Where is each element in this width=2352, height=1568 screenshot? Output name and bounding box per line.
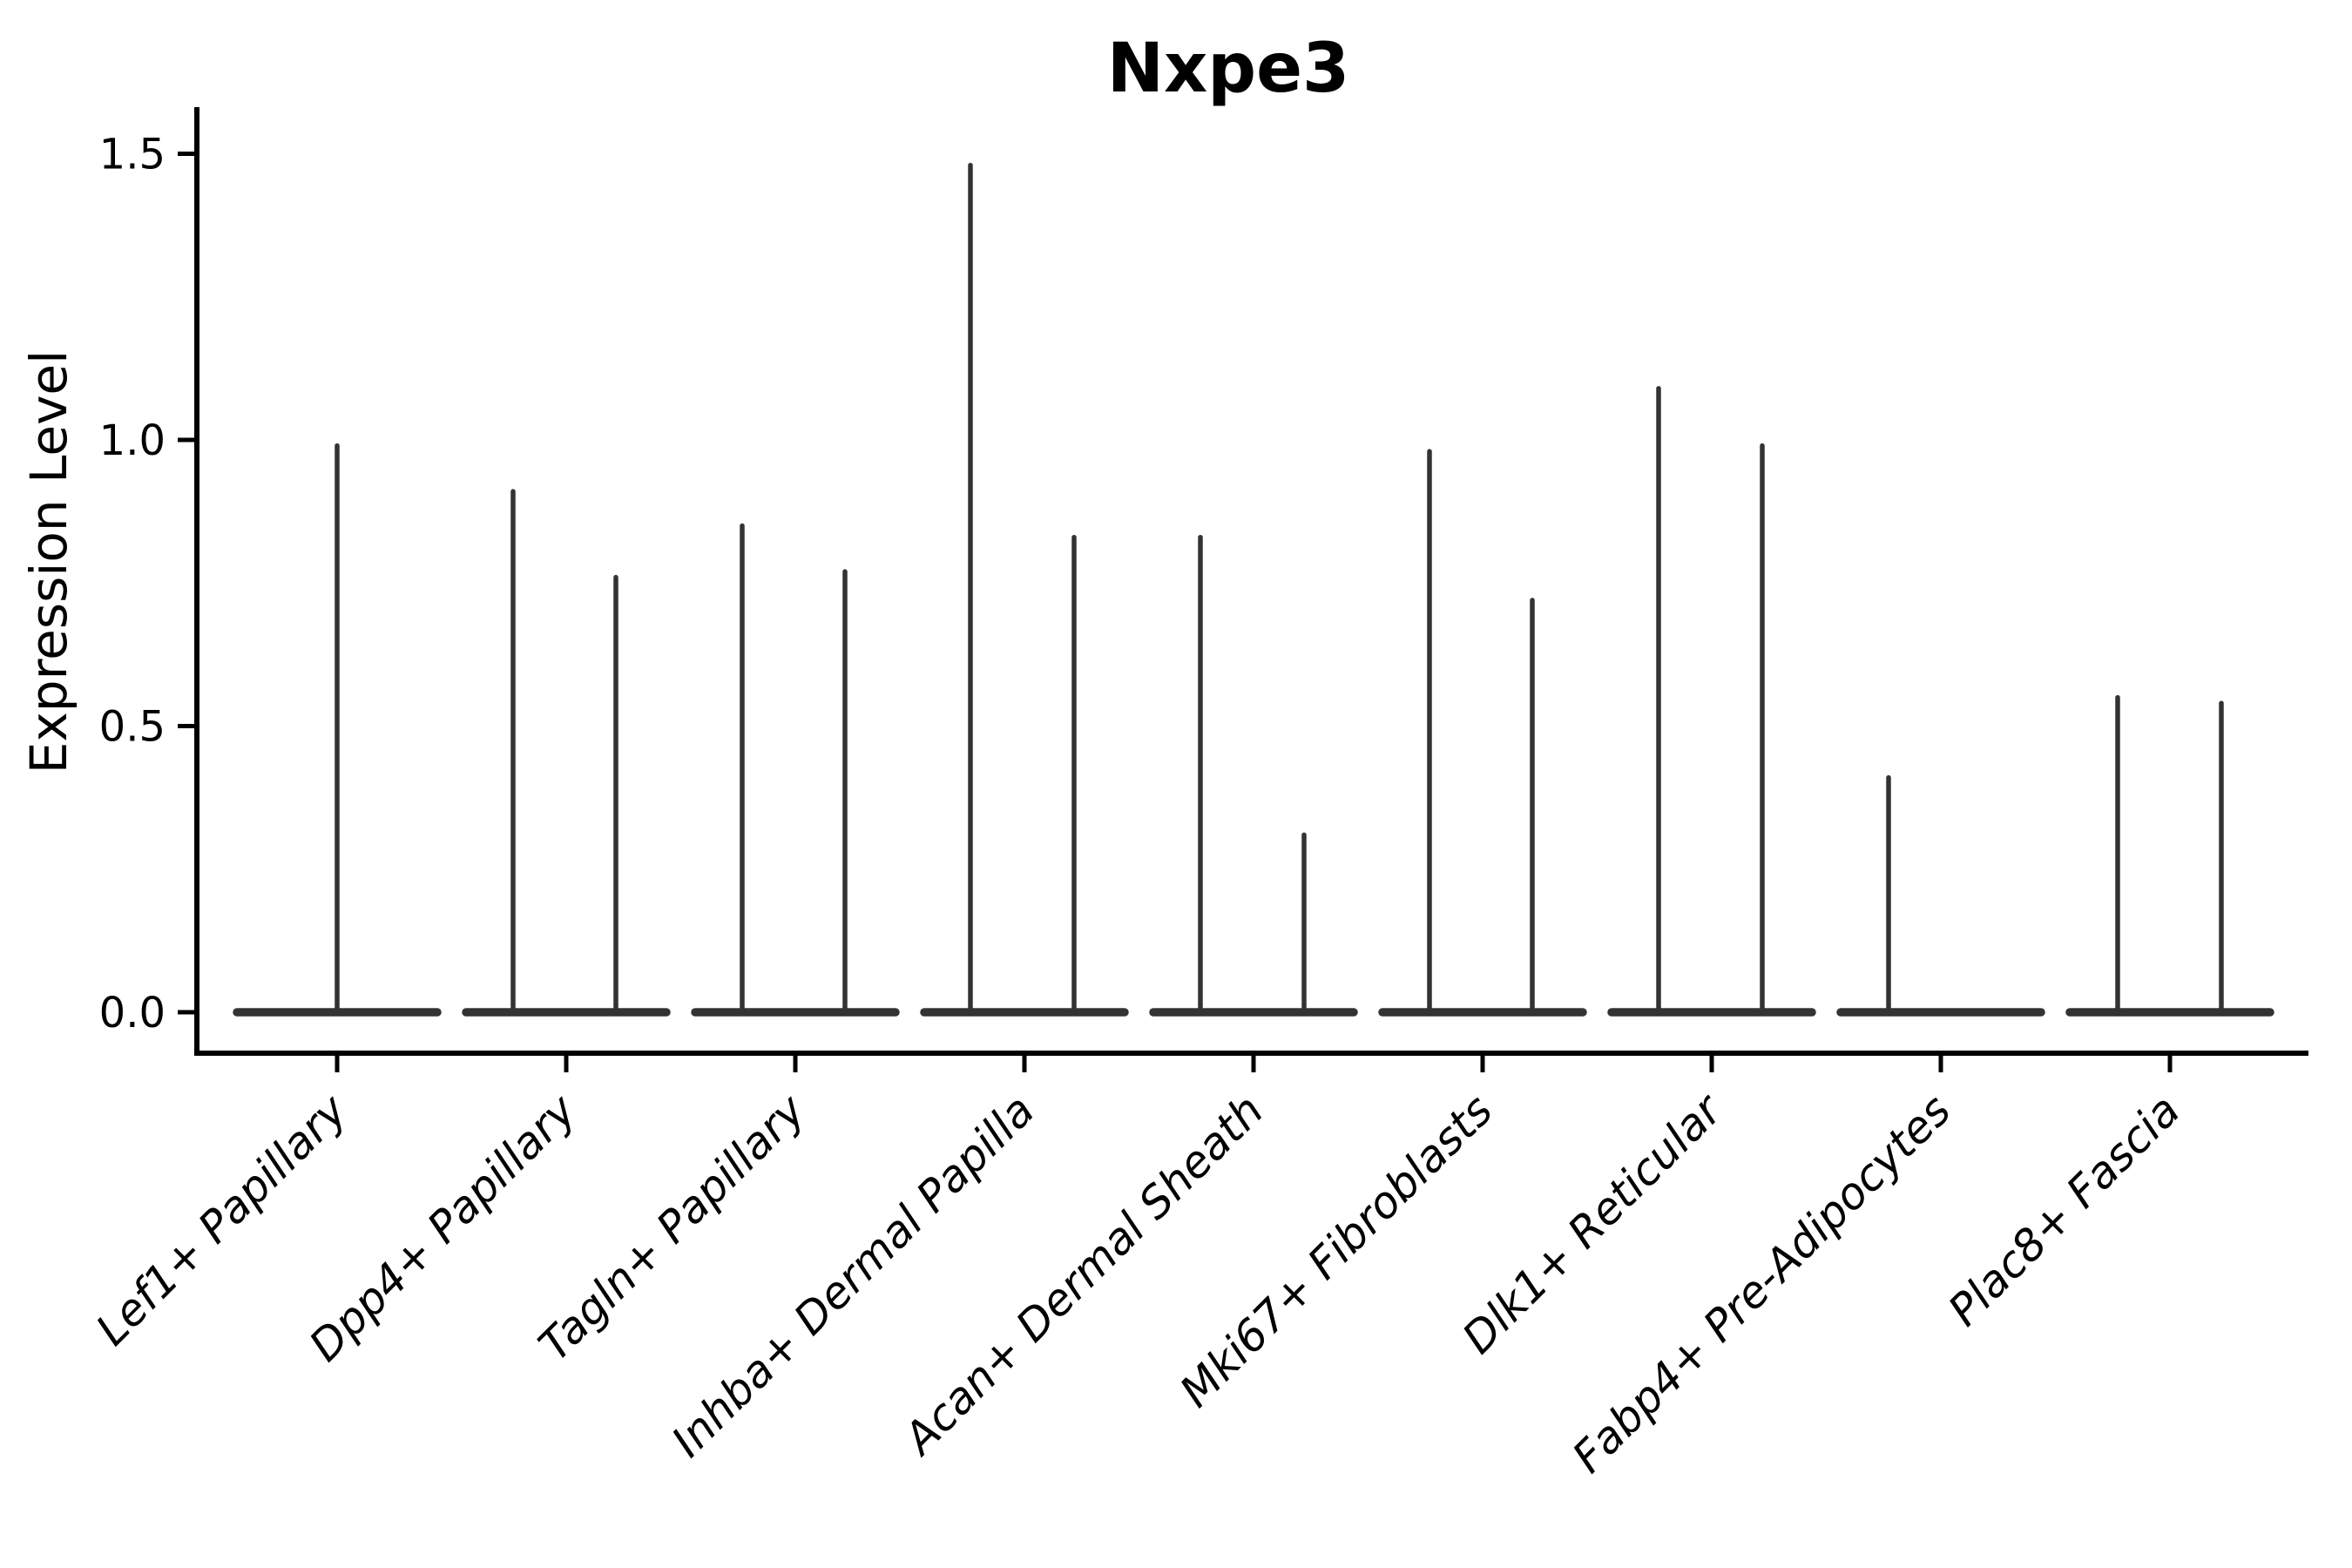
y-tick-label: 1.5	[99, 131, 166, 179]
x-tick-label: Acan+ Dermal Sheath	[893, 1085, 1274, 1465]
x-tick-label: Plac8+ Fascia	[1939, 1085, 2190, 1335]
chart-title: Nxpe3	[1107, 30, 1350, 108]
x-tick-label: Inhba+ Dermal Papilla	[662, 1085, 1044, 1466]
x-tick-label: Lef1+ Papillary	[86, 1084, 357, 1355]
y-tick-label: 0.5	[99, 703, 166, 752]
x-tick-label: Fabp4+ Pre-Adipocytes	[1563, 1085, 1961, 1483]
y-axis-title: Expression Level	[19, 350, 78, 774]
y-tick-label: 1.0	[99, 416, 166, 465]
y-tick-label: 0.0	[99, 989, 166, 1037]
